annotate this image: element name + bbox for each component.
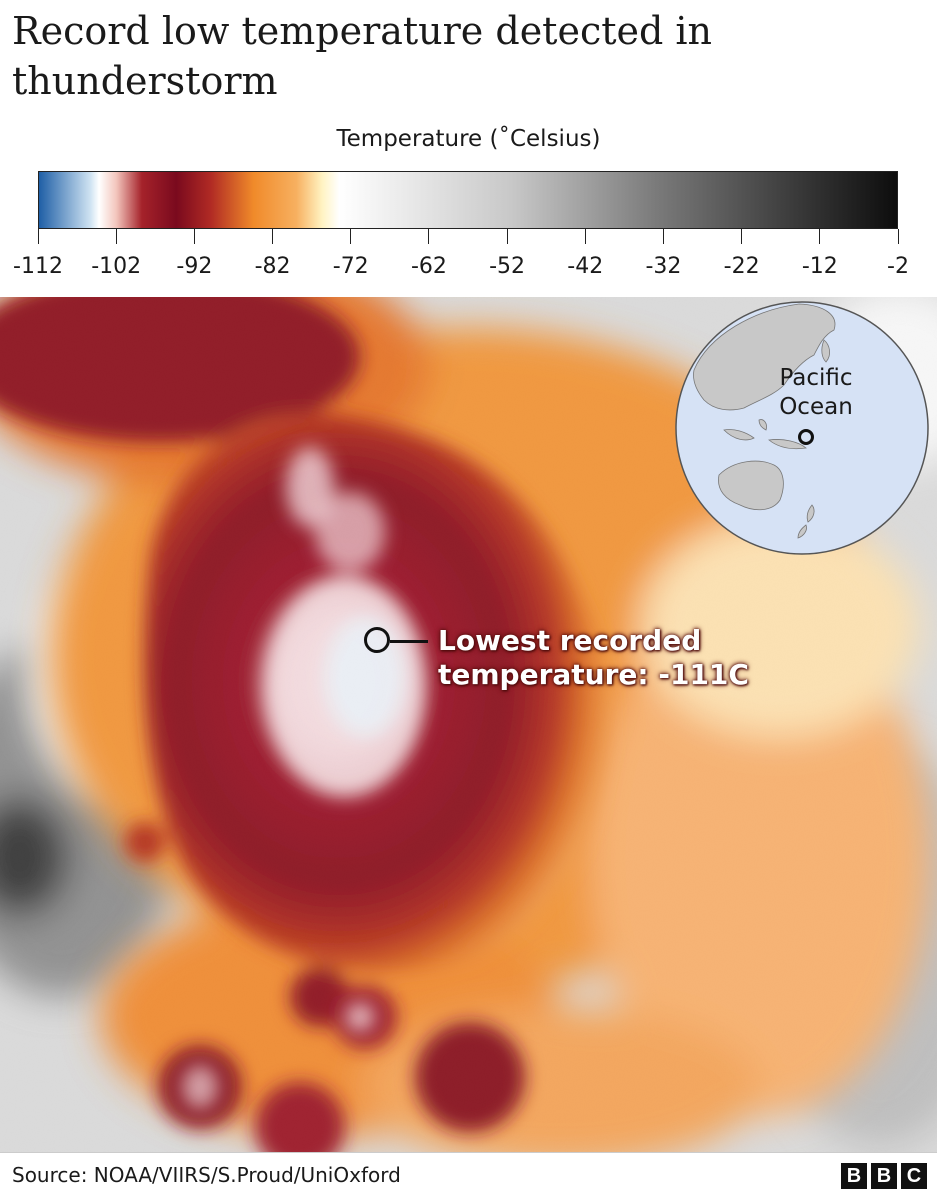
colorbar-tick-mark xyxy=(897,229,899,244)
colorbar-tick-label: -2 xyxy=(887,254,909,279)
colorbar-tick-mark xyxy=(819,229,821,244)
colorbar-tick-label: -32 xyxy=(645,254,682,279)
globe-land xyxy=(693,303,836,539)
annotation-leader-line xyxy=(390,640,428,643)
colorbar-tick-mark xyxy=(272,229,274,244)
colorbar-tick-mark xyxy=(662,229,664,244)
colorbar-tick-mark xyxy=(37,229,39,244)
colorbar-tick-mark xyxy=(350,229,352,244)
colorbar-tick-label: -112 xyxy=(13,254,63,279)
colorbar-tick-label: -62 xyxy=(410,254,447,279)
colorbar-tick-mark xyxy=(506,229,508,244)
temperature-colorbar xyxy=(38,171,898,229)
colorbar-tick-mark xyxy=(741,229,743,244)
locator-globe xyxy=(675,301,929,555)
lowest-temperature-marker xyxy=(364,627,390,653)
annotation-line-2: temperature: -111C xyxy=(438,658,749,691)
colorbar-tick-label: -82 xyxy=(254,254,291,279)
colorbar-tick-label: -72 xyxy=(332,254,369,279)
colorbar-tick-label: -92 xyxy=(176,254,213,279)
chart-title: Record low temperature detected in thund… xyxy=(12,9,713,103)
annotation-line-1: Lowest recorded xyxy=(438,624,702,657)
colorbar-tick-mark xyxy=(584,229,586,244)
colorbar-tick-label: -12 xyxy=(801,254,838,279)
colorbar-tick-label: -102 xyxy=(91,254,142,279)
bbc-logo-letter: B xyxy=(871,1163,897,1189)
lowest-temperature-annotation: Lowest recorded temperature: -111C xyxy=(438,624,749,692)
source-credit: Source: NOAA/VIIRS/S.Proud/UniOxford xyxy=(12,1163,401,1187)
bbc-logo-letter: C xyxy=(901,1163,927,1189)
colorbar-tick-mark xyxy=(193,229,195,244)
legend-title: Temperature (˚Celsius) xyxy=(336,126,601,152)
storm-location-marker xyxy=(798,429,814,445)
bbc-logo-letter: B xyxy=(841,1163,867,1189)
globe-label-line-2: Ocean xyxy=(779,394,853,420)
colorbar-tick-mark xyxy=(428,229,430,244)
pacific-ocean-label: Pacific Ocean xyxy=(746,364,886,422)
bbc-logo: B B C xyxy=(841,1163,927,1189)
footer-divider xyxy=(0,1152,937,1153)
globe-label-line-1: Pacific xyxy=(779,365,853,391)
colorbar-tick-label: -22 xyxy=(723,254,760,279)
colorbar-tick-label: -42 xyxy=(567,254,604,279)
colorbar-tick-label: -52 xyxy=(489,254,526,279)
colorbar-tick-mark xyxy=(115,229,117,244)
